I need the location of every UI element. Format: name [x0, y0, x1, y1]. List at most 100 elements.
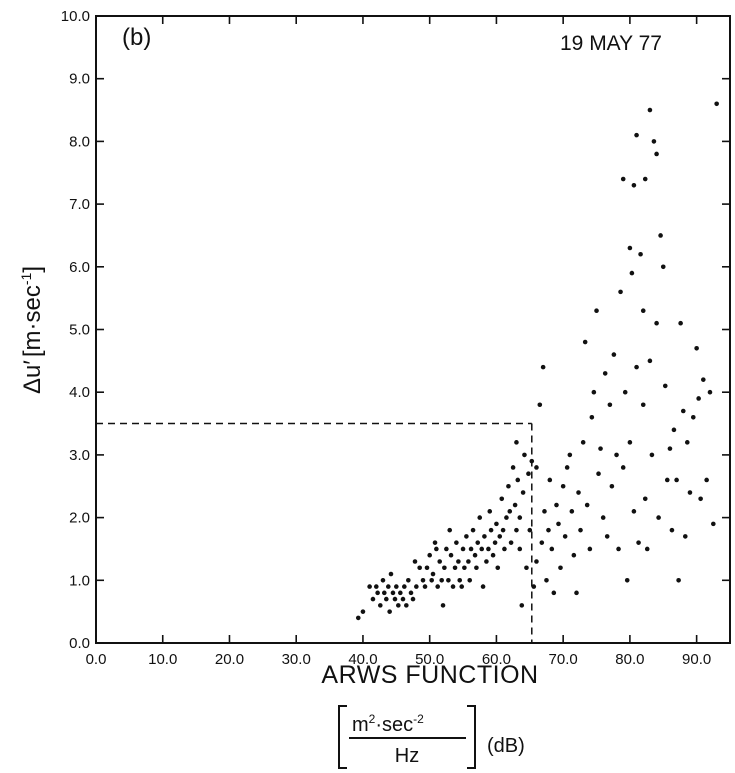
- data-point: [380, 578, 386, 583]
- x-tick-label: 10.0: [148, 651, 177, 668]
- data-point: [687, 490, 693, 495]
- data-point: [477, 515, 483, 520]
- data-point: [576, 490, 581, 495]
- data-point: [651, 139, 657, 144]
- data-point: [600, 515, 606, 520]
- x-tick-label: 90.0: [682, 651, 711, 668]
- data-point: [631, 182, 637, 188]
- x-tick-label: 60.0: [482, 651, 511, 668]
- data-point: [499, 496, 505, 502]
- data-point: [429, 578, 434, 583]
- y-tick-label: 7.0: [69, 196, 90, 213]
- y-tick-label: 5.0: [69, 322, 90, 339]
- data-point: [439, 578, 444, 583]
- data-point: [714, 101, 719, 107]
- data-point: [640, 402, 646, 408]
- data-point: [444, 546, 449, 552]
- y-axis-title: Δu′[m·sec-1]: [18, 266, 46, 394]
- data-point: [658, 233, 663, 238]
- data-point: [459, 584, 465, 589]
- data-point: [618, 289, 623, 295]
- data-point: [367, 584, 372, 589]
- y-tick-label: 3.0: [69, 447, 90, 464]
- data-point: [474, 565, 479, 571]
- data-point: [470, 527, 476, 533]
- data-point: [660, 264, 666, 270]
- data-point: [420, 578, 426, 583]
- x-tick-label: 20.0: [215, 651, 244, 668]
- data-point: [574, 590, 579, 596]
- data-point: [571, 552, 577, 558]
- data-point: [682, 534, 688, 539]
- data-point: [587, 546, 593, 552]
- data-point: [479, 546, 485, 552]
- data-point: [370, 596, 376, 602]
- data-point: [440, 603, 446, 608]
- data-point: [551, 590, 557, 596]
- x-axis-title: ARWS FUNCTION: [321, 661, 538, 689]
- data-point: [497, 534, 503, 539]
- data-point: [414, 584, 419, 589]
- y-tick-label: 2.0: [69, 510, 90, 527]
- data-point: [500, 527, 506, 533]
- data-point: [531, 584, 537, 589]
- data-point: [522, 452, 527, 458]
- data-point: [502, 546, 507, 552]
- data-point: [711, 521, 716, 527]
- data-point: [642, 176, 648, 182]
- data-point: [450, 584, 456, 589]
- data-point: [355, 615, 361, 621]
- data-point: [484, 559, 489, 564]
- data-point: [624, 578, 630, 583]
- data-point: [514, 440, 519, 445]
- x-unit-denominator: Hz: [395, 745, 419, 767]
- data-point: [704, 477, 709, 483]
- data-point: [448, 552, 454, 558]
- data-point: [517, 546, 523, 552]
- data-point: [707, 389, 713, 395]
- data-point: [406, 578, 411, 583]
- data-point: [487, 509, 493, 514]
- threshold-lines: [96, 422, 533, 643]
- data-point: [680, 408, 686, 414]
- data-point: [417, 565, 422, 571]
- data-point: [375, 590, 380, 596]
- y-tick-label: 8.0: [69, 133, 90, 150]
- data-point: [664, 477, 670, 483]
- data-point: [392, 596, 398, 602]
- data-point: [589, 414, 595, 420]
- data-point: [388, 571, 394, 577]
- data-point: [412, 559, 418, 564]
- data-point: [647, 107, 653, 113]
- data-point: [504, 515, 509, 520]
- data-point: [602, 371, 608, 376]
- data-point: [404, 603, 409, 608]
- data-point: [435, 584, 440, 589]
- data-point: [510, 465, 516, 470]
- data-point: [514, 527, 519, 533]
- data-point: [437, 559, 442, 564]
- data-point: [620, 465, 626, 470]
- data-point: [654, 151, 659, 157]
- data-point: [430, 571, 436, 577]
- data-point: [524, 565, 529, 571]
- data-point: [434, 546, 439, 552]
- data-point: [694, 346, 699, 351]
- data-point: [506, 483, 511, 489]
- data-point: [614, 452, 619, 458]
- data-point: [447, 527, 453, 533]
- plot-frame: [95, 15, 731, 644]
- data-point: [676, 578, 681, 583]
- data-point: [567, 452, 573, 458]
- data-point: [537, 402, 543, 408]
- data-point: [591, 389, 597, 395]
- axes-layer: 0.0 10.0 20.0 30.0 40.0 50.0 60.0 70.0 80.0 90.0 0…: [61, 8, 731, 668]
- data-point: [446, 578, 451, 583]
- data-point: [495, 565, 501, 571]
- data-point: [554, 502, 559, 508]
- y-tick-label: 1.0: [69, 572, 90, 589]
- data-point: [390, 590, 396, 596]
- data-point: [647, 358, 653, 364]
- data-point: [690, 414, 696, 420]
- data-point: [701, 377, 706, 382]
